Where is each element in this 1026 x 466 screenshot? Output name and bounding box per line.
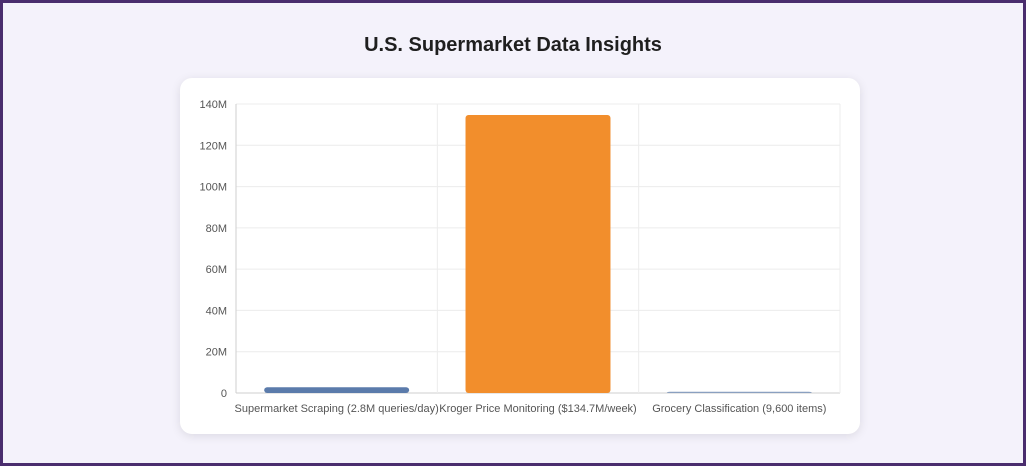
x-tick-label: Kroger Price Monitoring ($134.7M/week) [439,403,636,415]
bar [465,114,611,393]
bar [264,387,410,393]
y-tick-label: 20M [206,347,227,359]
y-tick-label: 100M [199,182,227,194]
x-tick-label: Supermarket Scraping (2.8M queries/day) [235,403,439,415]
bar [666,391,812,393]
x-tick-label: Grocery Classification (9,600 items) [652,403,826,415]
bar-chart: 0 20M 40M 60M 80M 100M 120M 140M Supermarket Scr… [199,99,841,415]
chart-card: 0 20M 40M 60M 80M 100M 120M 140M Supermarket Scr… [180,78,860,434]
y-tick-label: 80M [206,223,227,235]
y-tick-label: 140M [199,99,227,111]
page-title: U.S. Supermarket Data Insights [364,34,662,56]
y-tick-label: 0 [221,388,227,400]
y-tick-label: 120M [199,140,227,152]
y-tick-label: 40M [206,305,227,317]
y-tick-label: 60M [206,264,227,276]
